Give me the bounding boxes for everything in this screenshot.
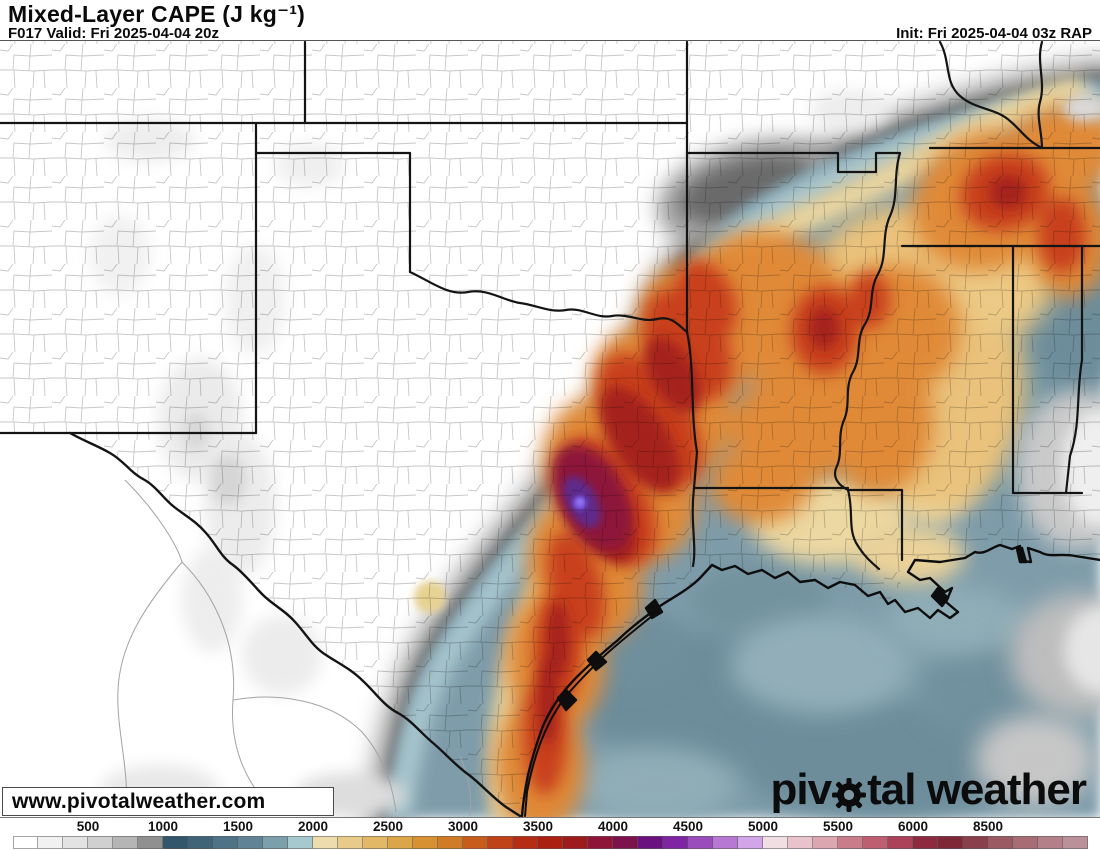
colorbar-tick-label: 4000 <box>597 819 629 834</box>
colorbar-swatch <box>438 836 463 849</box>
colorbar-swatch <box>763 836 788 849</box>
colorbar-swatch <box>638 836 663 849</box>
colorbar-swatch <box>88 836 113 849</box>
colorbar-tick-label: 6000 <box>897 819 929 834</box>
colorbar-swatch <box>313 836 338 849</box>
colorbar-swatch <box>163 836 188 849</box>
init-time-label: Init: Fri 2025-04-04 03z RAP <box>896 25 1092 42</box>
valid-time-label: F017 Valid: Fri 2025-04-04 20z <box>8 25 219 42</box>
colorbar-swatch <box>138 836 163 849</box>
colorbar-swatch <box>513 836 538 849</box>
colorbar-tick-label: 3000 <box>447 819 479 834</box>
colorbar-tick-label: 4500 <box>672 819 704 834</box>
colorbar-swatch <box>488 836 513 849</box>
colorbar-swatch <box>1038 836 1063 849</box>
colorbar-tick-label: 2500 <box>372 819 404 834</box>
colorbar-swatch <box>113 836 138 849</box>
logo-text-right: tal weather <box>867 765 1087 814</box>
colorbar-swatch <box>288 836 313 849</box>
colorbar-swatch <box>263 836 288 849</box>
colorbar-swatch <box>1013 836 1038 849</box>
colorbar-swatch <box>813 836 838 849</box>
colorbar-tick-label: 500 <box>76 819 100 834</box>
gear-icon <box>832 776 867 812</box>
colorbar-swatch <box>588 836 613 849</box>
mexico-state-lines <box>117 479 472 817</box>
colorbar-swatch <box>338 836 363 849</box>
colorbar-swatch <box>663 836 688 849</box>
colorbar-swatch <box>388 836 413 849</box>
watermark-url: www.pivotalweather.com <box>12 789 266 813</box>
colorbar-swatch <box>463 836 488 849</box>
colorbar-swatch <box>1063 836 1088 849</box>
logo-text-left: piv <box>770 765 833 814</box>
colorbar-swatch <box>63 836 88 849</box>
colorbar-swatch <box>863 836 888 849</box>
colorbar-tick-label: 1500 <box>222 819 254 834</box>
colorbar-swatch <box>713 836 738 849</box>
colorbar-swatch <box>38 836 63 849</box>
colorbar-swatch <box>963 836 988 849</box>
colorbar-swatch <box>838 836 863 849</box>
colorbar-swatch <box>913 836 938 849</box>
colorbar-swatch <box>563 836 588 849</box>
state-borders <box>0 41 1100 571</box>
colorbar-swatch <box>788 836 813 849</box>
colorbar-tick-labels: 500 1000 1500 2000 2500 3000 3500 4000 4500 5000 5… <box>0 818 1100 835</box>
colorbar-tick-label: 1000 <box>147 819 179 834</box>
header: Mixed-Layer CAPE (J kg⁻¹) F017 Valid: Fr… <box>0 0 1100 42</box>
colorbar-swatch <box>938 836 963 849</box>
colorbar-swatch <box>988 836 1013 849</box>
colorbar-tick-label: 5500 <box>822 819 854 834</box>
colorbar-tick-label: 8500 <box>972 819 1004 834</box>
colorbar-swatch <box>888 836 913 849</box>
colorbar-swatch <box>738 836 763 849</box>
gulf-coastline <box>520 543 1100 817</box>
watermark-url-box: www.pivotalweather.com <box>2 787 334 816</box>
colorbar-swatch <box>413 836 438 849</box>
page-title: Mixed-Layer CAPE (J kg⁻¹) <box>8 1 306 27</box>
map-canvas[interactable] <box>0 40 1100 818</box>
colorbar-tick-label: 5000 <box>747 819 779 834</box>
colorbar-swatch <box>213 836 238 849</box>
pivotalweather-logo: piv tal weather <box>770 765 1087 814</box>
colorbar <box>0 836 1100 850</box>
colorbar-swatch <box>688 836 713 849</box>
colorbar-swatch <box>188 836 213 849</box>
colorbar-swatch <box>538 836 563 849</box>
colorbar-swatch <box>13 836 38 849</box>
colorbar-tick-label: 3500 <box>522 819 554 834</box>
colorbar-swatch <box>238 836 263 849</box>
rio-grande-border <box>68 431 522 817</box>
colorbar-swatch <box>363 836 388 849</box>
colorbar-tick-label: 2000 <box>297 819 329 834</box>
colorbar-swatch <box>613 836 638 849</box>
